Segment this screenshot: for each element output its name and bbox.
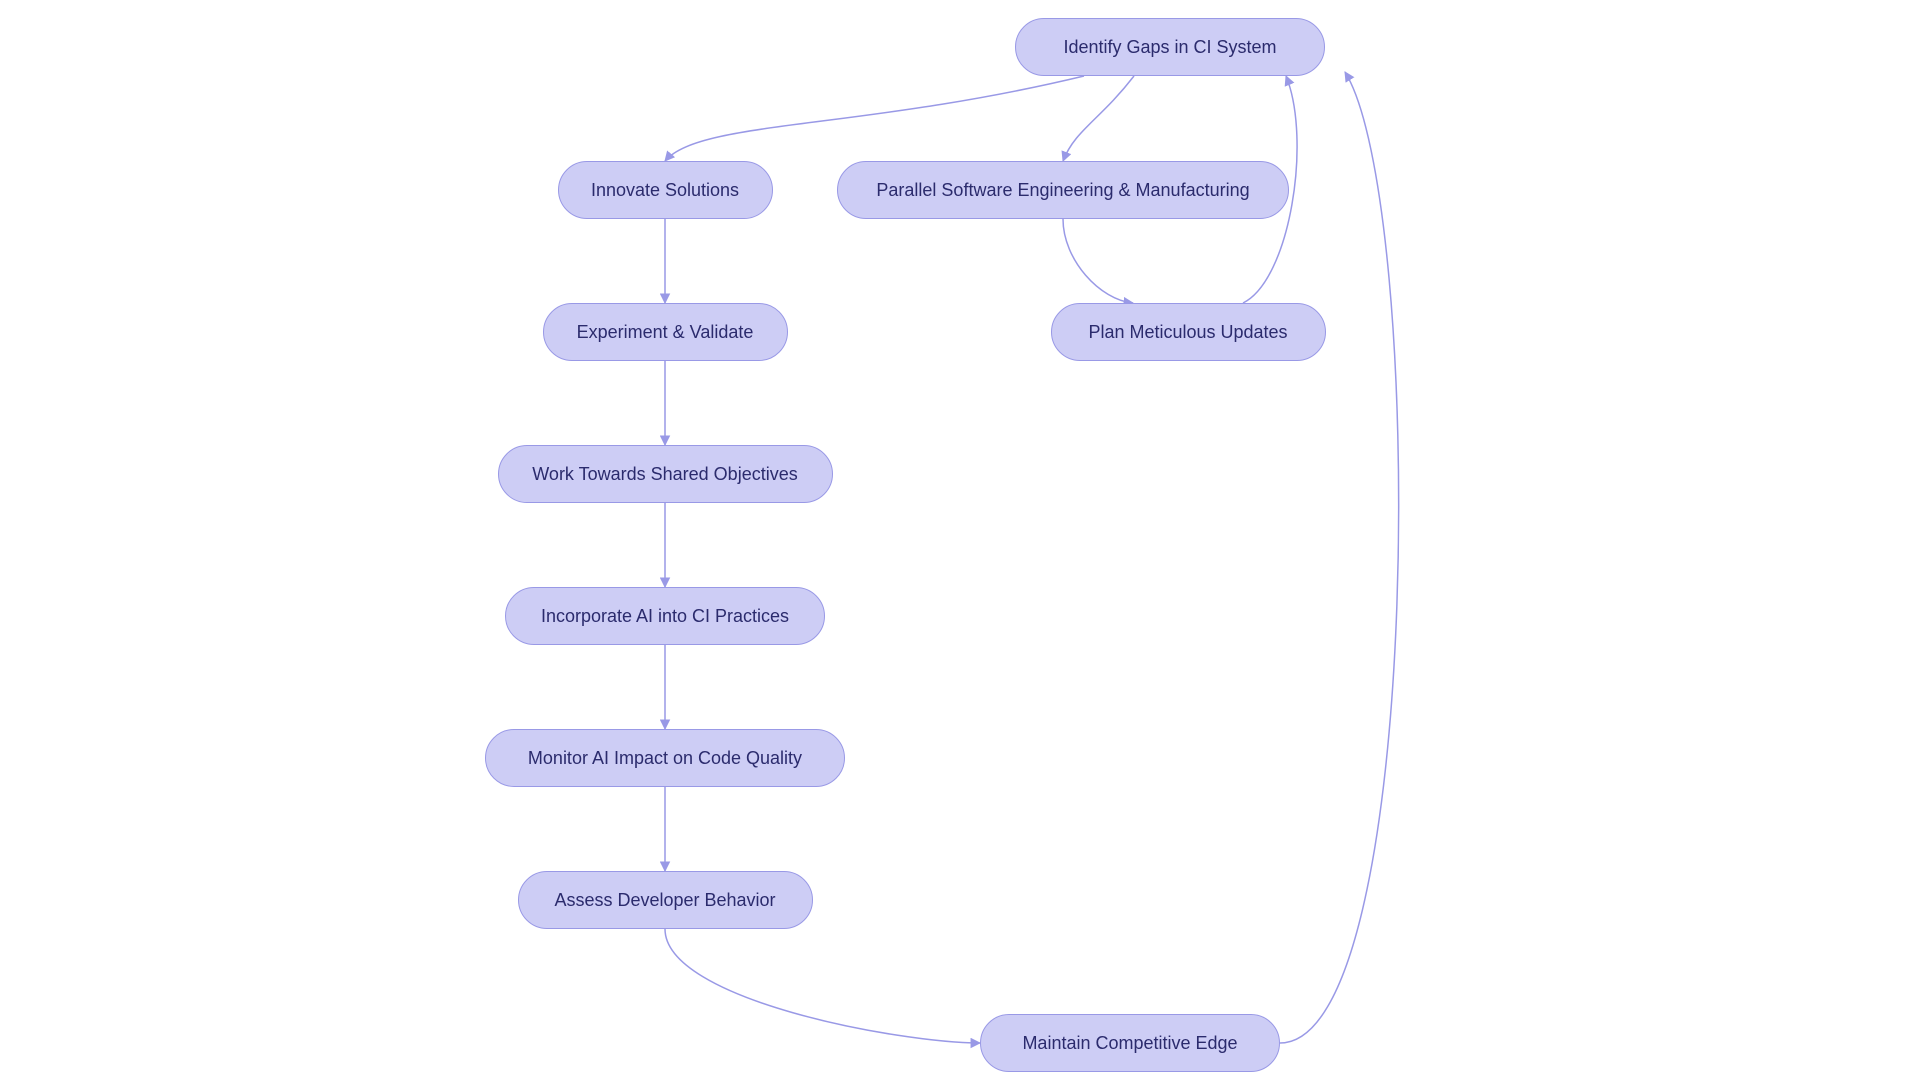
node-label: Innovate Solutions xyxy=(591,180,739,201)
edge-parallel-to-plan xyxy=(1063,219,1133,303)
node-label: Identify Gaps in CI System xyxy=(1063,37,1276,58)
node-assess: Assess Developer Behavior xyxy=(518,871,813,929)
node-label: Incorporate AI into CI Practices xyxy=(541,606,789,627)
node-label: Work Towards Shared Objectives xyxy=(532,464,797,485)
node-label: Assess Developer Behavior xyxy=(554,890,775,911)
node-parallel: Parallel Software Engineering & Manufact… xyxy=(837,161,1289,219)
node-innovate: Innovate Solutions xyxy=(558,161,773,219)
node-gaps: Identify Gaps in CI System xyxy=(1015,18,1325,76)
flowchart-canvas: Identify Gaps in CI System Innovate Solut… xyxy=(0,0,1920,1080)
edge-gaps-to-innovate xyxy=(665,76,1084,161)
edge-gaps-to-parallel xyxy=(1063,76,1134,161)
node-label: Parallel Software Engineering & Manufact… xyxy=(876,180,1249,201)
node-shared: Work Towards Shared Objectives xyxy=(498,445,833,503)
node-label: Plan Meticulous Updates xyxy=(1088,322,1287,343)
node-experiment: Experiment & Validate xyxy=(543,303,788,361)
node-monitor: Monitor AI Impact on Code Quality xyxy=(485,729,845,787)
node-label: Maintain Competitive Edge xyxy=(1022,1033,1237,1054)
node-label: Monitor AI Impact on Code Quality xyxy=(528,748,802,769)
node-plan: Plan Meticulous Updates xyxy=(1051,303,1326,361)
edge-assess-to-edge xyxy=(665,929,980,1043)
node-edge: Maintain Competitive Edge xyxy=(980,1014,1280,1072)
node-label: Experiment & Validate xyxy=(577,322,754,343)
node-ai: Incorporate AI into CI Practices xyxy=(505,587,825,645)
edge-edge-to-gaps xyxy=(1280,72,1399,1043)
